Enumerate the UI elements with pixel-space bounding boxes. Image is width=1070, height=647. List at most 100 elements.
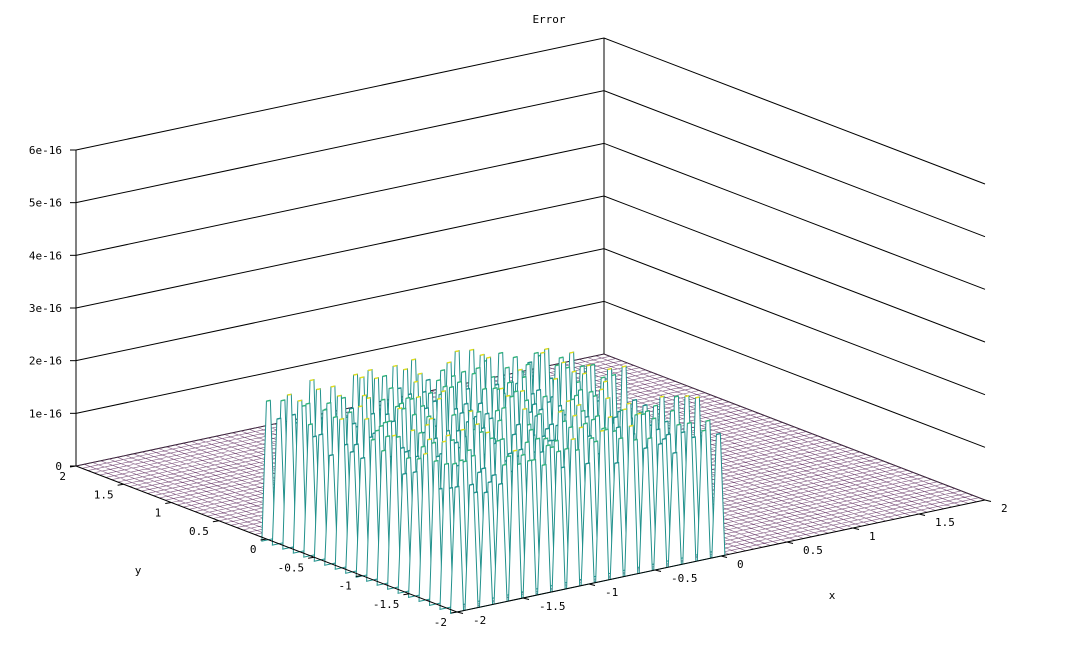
error-spike-top [406, 456, 411, 460]
error-spike-top [454, 485, 460, 488]
error-spike-top [308, 423, 313, 426]
error-spike-top [375, 429, 380, 432]
error-spike-top [532, 403, 537, 406]
error-spike-top [381, 449, 386, 452]
error-spike-top [297, 399, 302, 402]
error-spike-top [380, 398, 386, 401]
error-spike-top [444, 462, 449, 466]
x-tick-label: -1.5 [539, 600, 566, 613]
z-tick-label: 5e-16 [29, 197, 62, 210]
error-spike-top [379, 424, 384, 428]
error-spike-top [318, 433, 323, 436]
error-spike-top [517, 368, 523, 371]
error-spike-top [423, 452, 428, 455]
error-spike-top [512, 433, 517, 436]
error-spike-top [428, 391, 433, 395]
error-spike [711, 432, 726, 559]
error-spike-top [676, 423, 681, 426]
error-spike-top [450, 439, 455, 442]
error-spike-top [507, 381, 512, 384]
error-spike-top [463, 402, 469, 405]
error-spike-top [601, 376, 606, 379]
error-spike-top [449, 386, 454, 389]
error-spike-top [451, 413, 456, 416]
error-spike-top [570, 398, 575, 401]
error-spike-top [333, 415, 338, 419]
error-spike-top [388, 387, 394, 390]
z-grid-line [75, 142, 986, 290]
z-axis-ticks: 0 1e-16 2e-16 3e-16 4e-16 5e-16 6e-16 [29, 144, 76, 473]
error-spike-top [585, 462, 590, 465]
error-spike-top [479, 430, 484, 434]
error-spike-top [599, 388, 604, 391]
error-spike-top [391, 420, 396, 423]
error-spike-top [429, 417, 434, 420]
error-spike-top [403, 368, 408, 371]
error-spike-top [618, 437, 623, 440]
error-spike-top [670, 409, 675, 412]
z-tick-label: 4e-16 [29, 249, 62, 262]
error-spike-top [590, 363, 595, 366]
y-tick-mark [260, 538, 267, 541]
x-tick-label: 0.5 [803, 544, 823, 557]
error-spike-top [616, 426, 621, 429]
y-tick-mark [355, 575, 362, 577]
error-spike-top [508, 452, 513, 455]
error-spike-top [542, 463, 547, 466]
y-tick-mark [308, 556, 315, 559]
error-spike-top [687, 421, 692, 425]
error-spike-top [287, 393, 292, 396]
error-spike-top [425, 423, 430, 426]
error-spike-top [601, 427, 606, 430]
error-spike-top [452, 462, 457, 465]
error-spike-top [457, 380, 462, 384]
error-spike-top [417, 372, 423, 375]
x-tick-label: -2 [473, 614, 486, 627]
surface-spikes [261, 347, 726, 615]
error-spike-top [501, 406, 506, 409]
x-tick-label: 1.5 [935, 516, 955, 529]
error-spike-top [359, 376, 365, 379]
error-spike-top [404, 450, 409, 453]
error-spike-top [605, 397, 610, 400]
error-spike-top [392, 434, 397, 437]
error-spike-top [462, 460, 468, 463]
error-spike-top [653, 404, 658, 407]
back-walls [75, 37, 986, 501]
error-spike-top [396, 435, 401, 438]
error-spike-top [571, 437, 576, 441]
y-tick-label: -2 [434, 616, 447, 629]
error-spike-top [476, 410, 481, 413]
error-spike-top [521, 453, 526, 457]
error-spike-top [387, 420, 392, 423]
error-spike-top [410, 429, 415, 432]
error-spike-top [586, 364, 591, 367]
y-tick-mark [117, 483, 124, 486]
error-spike-top [485, 431, 490, 434]
error-spike-top [498, 482, 503, 486]
error-spike-top [537, 413, 542, 416]
x-axis-label: x [829, 589, 836, 602]
error-spike-top [651, 417, 656, 420]
error-spike-top [545, 427, 550, 430]
y-tick-mark [165, 502, 172, 504]
x-tick-label: -0.5 [671, 572, 698, 585]
y-tick-mark [212, 520, 219, 523]
error-spike-top [411, 358, 416, 361]
z-grid-line [75, 90, 986, 238]
error-spike-top [588, 390, 594, 393]
x-tick-label: 1 [869, 530, 876, 543]
error-spike-top [638, 411, 644, 414]
error-spike-top [512, 449, 518, 452]
error-spike-top [454, 441, 459, 444]
error-spike-top [607, 367, 612, 371]
error-spike-top [487, 480, 493, 484]
error-spike-top [536, 388, 541, 392]
error-spike-top [383, 421, 388, 424]
error-spike-top [632, 398, 637, 402]
error-spike-top [405, 396, 411, 400]
error-spike-top [584, 415, 590, 418]
error-spike-top [341, 396, 346, 399]
error-spike-top [642, 404, 648, 407]
